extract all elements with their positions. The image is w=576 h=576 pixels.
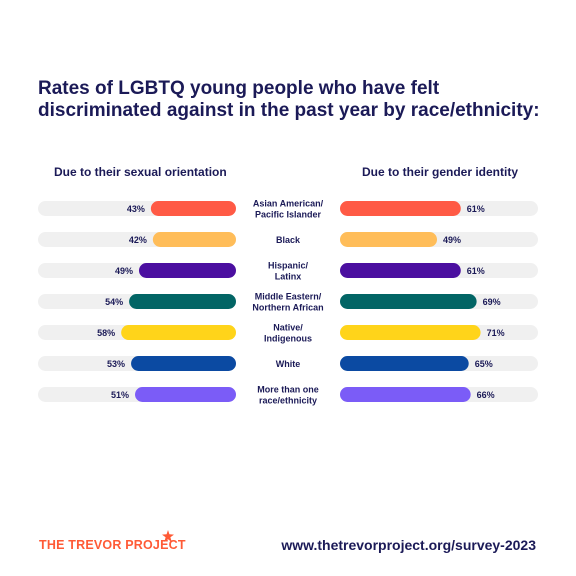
category-label: More than one — [257, 385, 319, 395]
star-icon — [162, 530, 174, 542]
category-label: Asian American/ — [253, 199, 324, 209]
data-label-gender-identity: 69% — [483, 297, 501, 307]
bar-gender-identity — [340, 356, 469, 371]
category-label: Native/ — [273, 323, 303, 333]
data-label-gender-identity: 71% — [487, 328, 505, 338]
data-label-gender-identity: 61% — [467, 266, 485, 276]
data-label-gender-identity: 49% — [443, 235, 461, 245]
category-label: Middle Eastern/ — [255, 292, 322, 302]
bar-sexual-orientation — [152, 232, 236, 247]
bar-gender-identity — [340, 325, 481, 340]
data-label-sexual-orientation: 43% — [127, 204, 145, 214]
category-label: Hispanic/ — [268, 261, 309, 271]
category-label: Northern African — [252, 303, 323, 313]
data-label-gender-identity: 61% — [467, 204, 485, 214]
data-label-sexual-orientation: 58% — [97, 328, 115, 338]
category-label: race/ethnicity — [259, 396, 317, 406]
survey-url: www.thetrevorproject.org/survey-2023 — [281, 537, 536, 553]
bar-sexual-orientation — [138, 263, 236, 278]
data-label-sexual-orientation: 49% — [115, 266, 133, 276]
category-label: Indigenous — [264, 334, 312, 344]
data-label-gender-identity: 65% — [475, 359, 493, 369]
bar-sexual-orientation — [131, 356, 236, 371]
bar-sexual-orientation — [135, 387, 236, 402]
data-label-sexual-orientation: 51% — [111, 390, 129, 400]
chart-title: Rates of LGBTQ young people who have fel… — [38, 78, 540, 121]
bar-gender-identity — [340, 387, 471, 402]
data-label-sexual-orientation: 42% — [129, 235, 147, 245]
data-label-gender-identity: 66% — [477, 390, 495, 400]
bar-sexual-orientation — [129, 294, 236, 309]
right-series-header: Due to their gender identity — [362, 165, 519, 179]
category-label: White — [276, 359, 301, 369]
left-series-header: Due to their sexual orientation — [54, 165, 227, 179]
bar-sexual-orientation — [150, 201, 236, 216]
bar-gender-identity — [340, 201, 461, 216]
category-label: Latinx — [275, 272, 302, 282]
bar-sexual-orientation — [121, 325, 236, 340]
bar-gender-identity — [340, 263, 461, 278]
category-label: Black — [276, 235, 301, 245]
bar-gender-identity — [340, 294, 477, 309]
bar-gender-identity — [340, 232, 438, 247]
data-label-sexual-orientation: 53% — [107, 359, 125, 369]
category-label: Pacific Islander — [255, 210, 322, 220]
data-label-sexual-orientation: 54% — [105, 297, 123, 307]
trevor-project-logo: THE TREVOR PROJECT — [39, 538, 186, 552]
